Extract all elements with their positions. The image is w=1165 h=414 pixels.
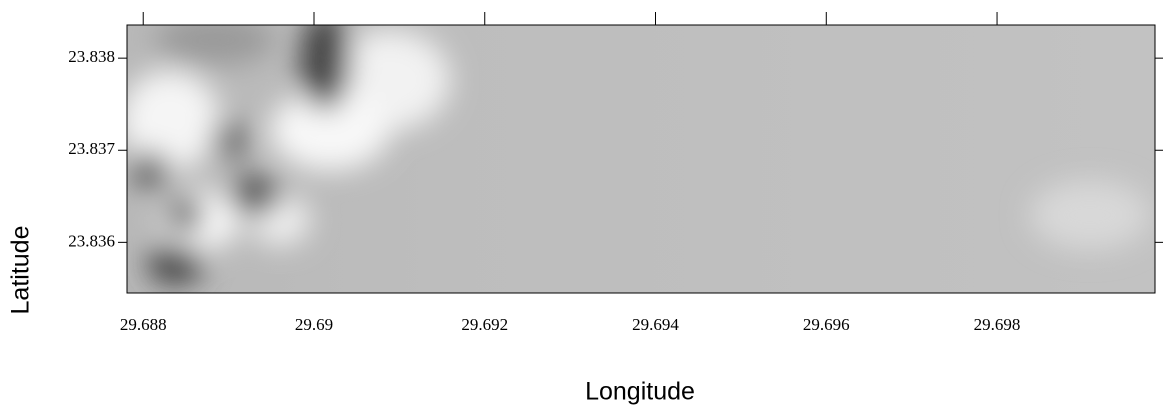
x-tick-label: 29.692 bbox=[461, 315, 508, 334]
surface bbox=[127, 25, 1155, 293]
x-tick-label: 29.698 bbox=[974, 315, 1021, 334]
y-tick-label: 23.838 bbox=[68, 47, 115, 66]
y-axis-title: Latitude bbox=[7, 226, 35, 315]
y-tick-label: 23.837 bbox=[68, 139, 115, 158]
x-tick-label: 29.688 bbox=[120, 315, 167, 334]
x-tick-label: 29.694 bbox=[632, 315, 679, 334]
plot-frame bbox=[126, 24, 1156, 294]
y-tick-label: 23.836 bbox=[68, 231, 115, 250]
x-tick-label: 29.69 bbox=[295, 315, 333, 334]
x-tick-label: 29.696 bbox=[803, 315, 850, 334]
x-axis-title: Longitude bbox=[585, 378, 695, 406]
